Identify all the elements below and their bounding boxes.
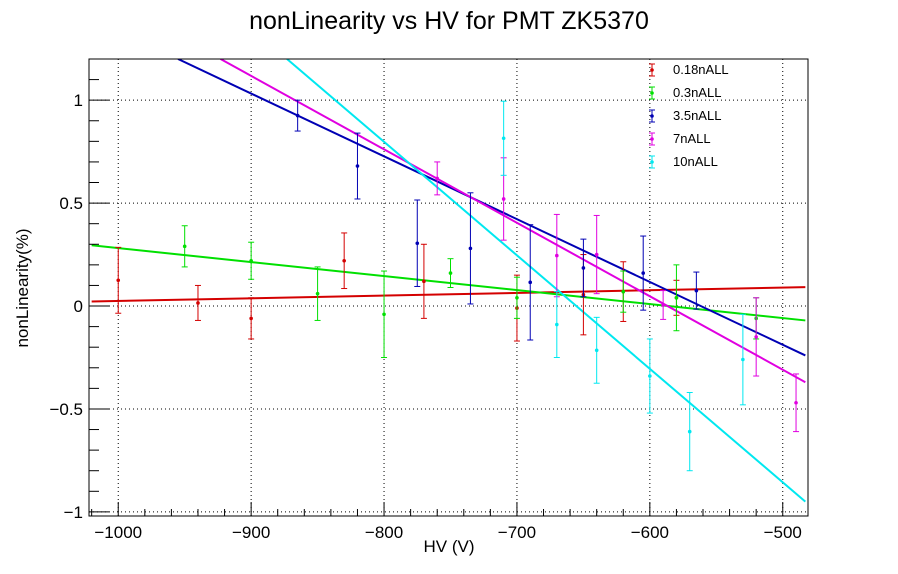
x-tick-label: −500 xyxy=(764,523,802,542)
y-tick-label: 0 xyxy=(74,297,83,316)
data-point xyxy=(249,258,253,263)
tick-labels: −1000 −900 −800 −700 −600 −500 −1 −0.5 0 0.5 1 xyxy=(49,91,801,542)
fit-line-0.3nALL xyxy=(91,244,806,322)
x-tick-label: −900 xyxy=(232,523,270,542)
data-point xyxy=(501,197,506,201)
data-point xyxy=(528,280,533,285)
data-point xyxy=(661,303,665,307)
data-point xyxy=(741,357,745,362)
y-tick-label: −1 xyxy=(64,503,83,522)
legend-marker xyxy=(650,91,654,95)
data-point xyxy=(594,348,599,353)
fit-line-7nALL xyxy=(220,59,806,384)
axis-ticks xyxy=(89,58,784,516)
legend-label: 3.5nALL xyxy=(673,108,721,123)
data-point xyxy=(581,266,586,270)
data-point xyxy=(794,400,798,405)
data-points xyxy=(115,99,800,472)
legend: 0.18nALL 0.3nALL 3.5nALL 7nALL 10nALL xyxy=(649,62,729,169)
data-point xyxy=(295,113,300,118)
data-point xyxy=(116,278,121,283)
data-point xyxy=(648,374,652,378)
fit-line-10nALL xyxy=(286,59,806,503)
data-point xyxy=(515,295,519,300)
y-tick-label: 1 xyxy=(74,91,83,110)
fit-line-3.5nALL xyxy=(177,59,806,357)
legend-marker xyxy=(650,137,654,141)
data-point xyxy=(422,279,426,284)
chart-title: nonLinearity vs HV for PMT ZK5370 xyxy=(249,7,649,35)
y-tick-label: 0.5 xyxy=(59,194,83,213)
legend-label: 0.18nALL xyxy=(673,62,729,77)
legend-label: 7nALL xyxy=(673,131,711,146)
data-point xyxy=(555,253,559,258)
data-point xyxy=(754,335,758,339)
x-tick-label: −800 xyxy=(365,523,403,542)
data-point xyxy=(621,289,626,294)
data-point xyxy=(196,301,200,305)
x-tick-label: −700 xyxy=(498,523,536,542)
data-point xyxy=(182,244,187,249)
data-point xyxy=(448,271,453,275)
legend-marker xyxy=(650,68,654,72)
data-point xyxy=(415,241,420,246)
data-point xyxy=(468,246,473,251)
data-point xyxy=(501,136,506,141)
legend-label: 0.3nALL xyxy=(673,85,721,100)
plot-frame xyxy=(88,58,809,517)
y-axis-label: nonLinearity(%) xyxy=(13,228,32,347)
data-point xyxy=(249,316,253,321)
data-point xyxy=(687,429,692,434)
data-point xyxy=(382,312,386,317)
x-axis-label: HV (V) xyxy=(424,537,475,556)
data-point xyxy=(694,288,699,293)
fit-lines xyxy=(91,59,806,503)
data-point xyxy=(641,271,646,275)
data-point xyxy=(435,176,440,181)
fit-line-0.18nALL xyxy=(91,286,806,303)
data-point xyxy=(555,322,559,327)
data-point xyxy=(674,295,679,300)
legend-label: 10nALL xyxy=(673,154,718,169)
x-tick-label: −1000 xyxy=(94,523,142,542)
legend-marker xyxy=(650,160,654,164)
data-point xyxy=(594,252,599,257)
data-point xyxy=(315,291,320,296)
data-point xyxy=(342,258,346,263)
y-tick-label: −0.5 xyxy=(49,400,83,419)
x-tick-label: −600 xyxy=(631,523,669,542)
legend-marker xyxy=(650,114,654,118)
data-point xyxy=(355,164,360,168)
